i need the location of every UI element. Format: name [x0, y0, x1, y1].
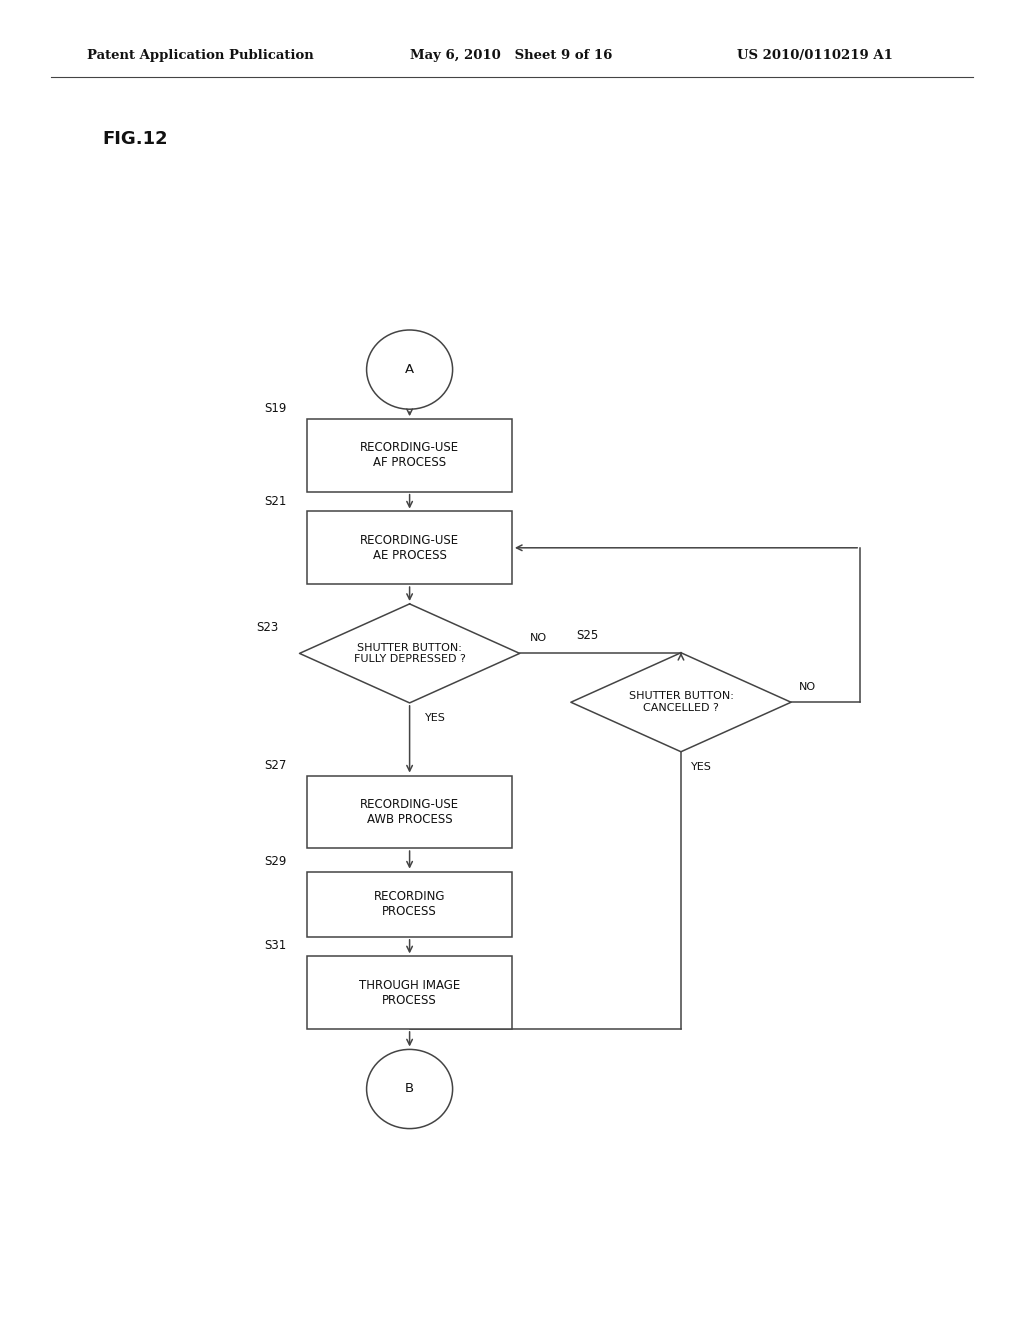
Ellipse shape — [367, 1049, 453, 1129]
FancyBboxPatch shape — [307, 956, 512, 1030]
Text: B: B — [406, 1082, 414, 1096]
Text: S27: S27 — [264, 759, 287, 771]
Text: RECORDING-USE
AF PROCESS: RECORDING-USE AF PROCESS — [360, 441, 459, 470]
Text: NO: NO — [530, 632, 547, 643]
Text: SHUTTER BUTTON:
FULLY DEPRESSED ?: SHUTTER BUTTON: FULLY DEPRESSED ? — [353, 643, 466, 664]
FancyBboxPatch shape — [307, 511, 512, 583]
Text: RECORDING-USE
AWB PROCESS: RECORDING-USE AWB PROCESS — [360, 797, 459, 826]
FancyBboxPatch shape — [307, 871, 512, 937]
FancyBboxPatch shape — [307, 776, 512, 849]
Text: US 2010/0110219 A1: US 2010/0110219 A1 — [737, 49, 893, 62]
Text: YES: YES — [691, 762, 712, 772]
Text: S25: S25 — [575, 630, 598, 642]
Ellipse shape — [367, 330, 453, 409]
Text: SHUTTER BUTTON:
CANCELLED ?: SHUTTER BUTTON: CANCELLED ? — [629, 692, 733, 713]
Text: May 6, 2010   Sheet 9 of 16: May 6, 2010 Sheet 9 of 16 — [410, 49, 612, 62]
Text: NO: NO — [800, 681, 816, 692]
Text: S31: S31 — [264, 940, 287, 953]
Text: RECORDING
PROCESS: RECORDING PROCESS — [374, 890, 445, 919]
Text: A: A — [406, 363, 414, 376]
Text: YES: YES — [425, 713, 445, 723]
Text: S29: S29 — [264, 854, 287, 867]
Text: S23: S23 — [257, 620, 279, 634]
Text: FIG.12: FIG.12 — [102, 129, 168, 148]
Text: THROUGH IMAGE
PROCESS: THROUGH IMAGE PROCESS — [359, 978, 460, 1007]
Text: Patent Application Publication: Patent Application Publication — [87, 49, 313, 62]
FancyBboxPatch shape — [307, 418, 512, 491]
Text: S19: S19 — [264, 403, 287, 414]
Text: RECORDING-USE
AE PROCESS: RECORDING-USE AE PROCESS — [360, 533, 459, 562]
Text: S21: S21 — [264, 495, 287, 508]
